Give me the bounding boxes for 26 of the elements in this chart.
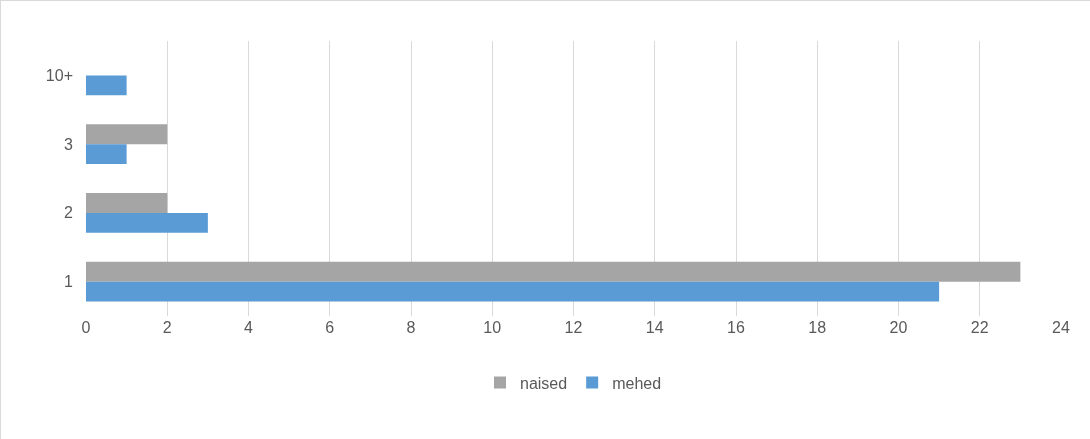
x-tick-label: 24 — [1052, 319, 1070, 336]
y-tick-label: 2 — [64, 204, 74, 222]
x-tick-label: 14 — [645, 319, 664, 336]
bar — [86, 75, 127, 96]
y-tick-label: 3 — [64, 135, 74, 153]
bar — [86, 144, 127, 165]
x-tick-label: 20 — [889, 319, 908, 336]
x-tick-label: 8 — [406, 319, 416, 336]
bar — [86, 281, 940, 302]
bar — [86, 212, 208, 233]
y-tick-label: 10+ — [45, 66, 73, 84]
legend-label: naised — [520, 374, 568, 392]
x-tick-label: 12 — [564, 319, 583, 336]
bar — [86, 192, 168, 213]
x-tick-label: 16 — [727, 319, 745, 336]
x-tick-label: 10 — [483, 319, 502, 336]
x-tick-label: 18 — [808, 319, 827, 336]
legend-label: mehed — [612, 374, 662, 392]
bar — [86, 261, 1021, 282]
bar — [86, 124, 168, 145]
x-tick-label: 6 — [325, 319, 335, 336]
x-tick-label: 4 — [244, 319, 254, 336]
x-tick-label: 0 — [81, 319, 91, 336]
x-tick-label: 2 — [162, 319, 172, 336]
y-tick-label: 1 — [64, 273, 74, 291]
x-tick-label: 22 — [970, 319, 989, 336]
